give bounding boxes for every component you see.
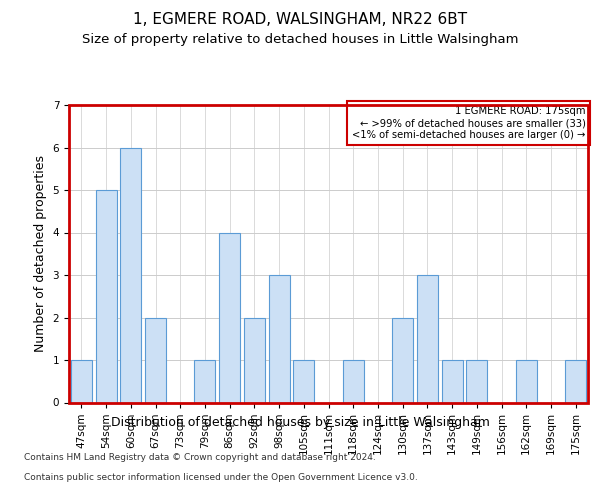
Text: Size of property relative to detached houses in Little Walsingham: Size of property relative to detached ho… <box>82 32 518 46</box>
Bar <box>293 360 314 403</box>
Bar <box>219 232 240 402</box>
Bar <box>120 148 141 402</box>
Bar <box>145 318 166 402</box>
Bar <box>466 360 487 403</box>
Text: Distribution of detached houses by size in Little Walsingham: Distribution of detached houses by size … <box>110 416 490 429</box>
Text: 1, EGMERE ROAD, WALSINGHAM, NR22 6BT: 1, EGMERE ROAD, WALSINGHAM, NR22 6BT <box>133 12 467 28</box>
Bar <box>442 360 463 403</box>
Bar <box>194 360 215 403</box>
Text: Contains HM Land Registry data © Crown copyright and database right 2024.: Contains HM Land Registry data © Crown c… <box>24 452 376 462</box>
Bar <box>343 360 364 403</box>
Y-axis label: Number of detached properties: Number of detached properties <box>34 155 47 352</box>
Text: Contains public sector information licensed under the Open Government Licence v3: Contains public sector information licen… <box>24 472 418 482</box>
Text: 1 EGMERE ROAD: 175sqm
← >99% of detached houses are smaller (33)
<1% of semi-det: 1 EGMERE ROAD: 175sqm ← >99% of detached… <box>352 106 586 140</box>
Bar <box>392 318 413 402</box>
Bar <box>71 360 92 403</box>
Bar <box>565 360 586 403</box>
Bar <box>95 190 116 402</box>
Bar <box>269 275 290 402</box>
Bar <box>244 318 265 402</box>
Bar <box>417 275 438 402</box>
Bar <box>516 360 537 403</box>
